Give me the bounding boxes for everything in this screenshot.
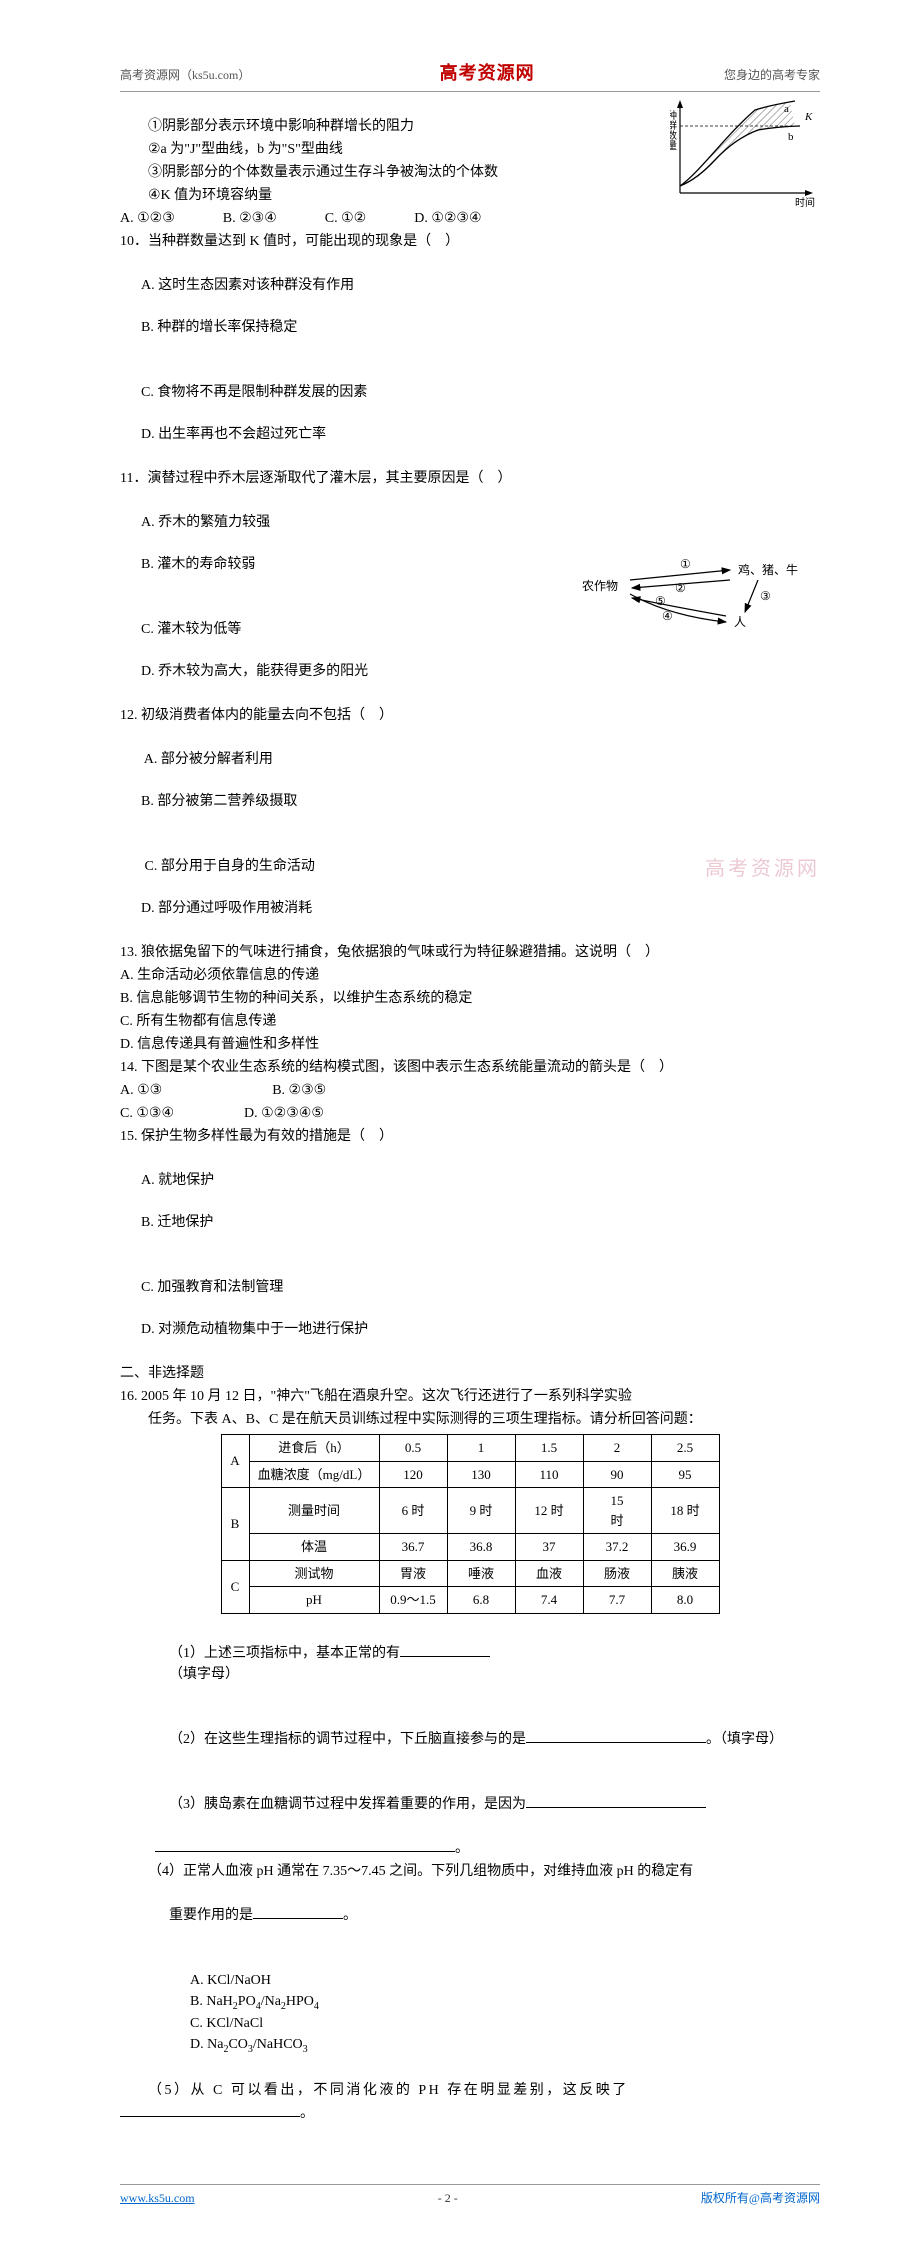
label-A: A bbox=[221, 1435, 249, 1488]
q15-C: C. 加强教育和法制管理 bbox=[141, 1280, 283, 1295]
q15-row2: C. 加强教育和法制管理 D. 对濒危动植物集中于一地进行保护 bbox=[120, 1256, 820, 1361]
q9-options: A. ①②③ B. ②③④ C. ①② D. ①②③④ bbox=[120, 208, 820, 229]
footer-right: 版权所有@高考资源网 bbox=[701, 2189, 820, 2207]
header-title: 高考资源网 bbox=[440, 60, 535, 87]
label-a: a bbox=[784, 103, 789, 115]
table-row: pH 0.9～1.5 6.8 7.4 7.7 8.0 bbox=[221, 1587, 719, 1614]
q10-A: A. 这时生态因素对该种群没有作用 bbox=[141, 278, 354, 293]
q14-C: C. ①③④ bbox=[120, 1103, 174, 1124]
header-right: 您身边的高考专家 bbox=[724, 66, 820, 84]
q14-A: A. ①③ bbox=[120, 1080, 162, 1101]
q10-stem: 10．当种群数量达到 K 值时，可能出现的现象是（ ） bbox=[120, 231, 820, 252]
q12-row2: C. 部分用于自身的生命活动 D. 部分通过呼吸作用被消耗 bbox=[120, 835, 820, 940]
q15-D: D. 对濒危动植物集中于一地进行保护 bbox=[141, 1322, 368, 1337]
q10-D: D. 出生率再也不会超过死亡率 bbox=[141, 427, 326, 442]
q16-p1: （1）上述三项指标中，基本正常的有 （填字母） bbox=[120, 1622, 820, 1706]
section-2: 二、非选择题 bbox=[120, 1363, 820, 1384]
q14-D: D. ①②③④⑤ bbox=[244, 1103, 324, 1124]
q15-row1: A. 就地保护 B. 迁地保护 bbox=[120, 1149, 820, 1254]
q13-B: B. 信息能够调节生物的种间关系，以维护生态系统的稳定 bbox=[120, 988, 820, 1009]
q13-stem: 13. 狼依据兔留下的气味进行捕食，兔依据狼的气味或行为特征躲避猎捕。这说明（ … bbox=[120, 942, 820, 963]
node-human: 人 bbox=[734, 615, 746, 629]
axis-y-label: 种群数量 bbox=[670, 109, 677, 150]
q12-C: C. 部分用于自身的生命活动 bbox=[141, 859, 315, 874]
q16-p4-opts: A. KCl/NaOH B. NaH2PO4/Na2HPO4 C. KCl/Na… bbox=[120, 1949, 820, 2079]
label-K: K bbox=[804, 111, 813, 123]
q11-A: A. 乔木的繁殖力较强 bbox=[141, 515, 270, 530]
content: 种群数量 时间 K a b ①阴影部分表示环境中影响 bbox=[120, 116, 820, 2124]
label-b: b bbox=[788, 131, 794, 143]
q12-A: A. 部分被分解者利用 bbox=[141, 752, 273, 767]
q9-C: C. ①② bbox=[325, 208, 366, 229]
edge-3: ③ bbox=[760, 589, 771, 603]
q16-stem: 16. 2005 年 10 月 12 日，"神六"飞船在酒泉升空。这次飞行还进行… bbox=[120, 1386, 820, 1407]
q14-B: B. ②③⑤ bbox=[272, 1080, 326, 1101]
q15-B: B. 迁地保护 bbox=[141, 1215, 213, 1230]
q13-A: A. 生命活动必须依靠信息的传递 bbox=[120, 965, 820, 986]
edge-4: ④ bbox=[662, 609, 673, 623]
q16-p5: （5）从 C 可以看出，不同消化液的 PH 存在明显差别，这反映了 bbox=[120, 2080, 820, 2101]
q11-D: D. 乔木较为高大，能获得更多的阳光 bbox=[141, 664, 368, 679]
q16-p2: （2）在这些生理指标的调节过程中，下丘脑直接参与的是。（填字母） bbox=[120, 1708, 820, 1771]
edge-1: ① bbox=[680, 558, 691, 571]
footer-page: - 2 - bbox=[438, 2189, 458, 2207]
q10-B: B. 种群的增长率保持稳定 bbox=[141, 320, 297, 335]
q16-stem2: 任务。下表 A、B、C 是在航天员训练过程中实际测得的三项生理指标。请分析回答问… bbox=[120, 1409, 820, 1430]
node-crop: 农作物 bbox=[582, 579, 618, 593]
ecosystem-diagram: 农作物 鸡、猪、牛 人 ① ② ④ ⑤ ③ bbox=[580, 558, 810, 638]
header-left: 高考资源网（ks5u.com） bbox=[120, 66, 250, 84]
q12-stem: 12. 初级消费者体内的能量去向不包括（ ） bbox=[120, 705, 820, 726]
q10-C: C. 食物将不再是限制种群发展的因素 bbox=[141, 385, 367, 400]
q13-D: D. 信息传递具有普遍性和多样性 bbox=[120, 1034, 820, 1055]
q9-B: B. ②③④ bbox=[223, 208, 277, 229]
table-row: 血糖浓度（mg/dL） 120 130 110 90 95 bbox=[221, 1461, 719, 1488]
q14-stem: 14. 下图是某个农业生态系统的结构模式图，该图中表示生态系统能量流动的箭头是（… bbox=[120, 1057, 820, 1078]
q15-A: A. 就地保护 bbox=[141, 1173, 214, 1188]
label-C: C bbox=[221, 1560, 249, 1613]
axis-x-label: 时间 bbox=[795, 196, 815, 208]
q9-A: A. ①②③ bbox=[120, 208, 175, 229]
population-chart: 种群数量 时间 K a b bbox=[670, 98, 820, 208]
q9-D: D. ①②③④ bbox=[414, 208, 481, 229]
label-B: B bbox=[221, 1488, 249, 1561]
table-row: 体温 36.7 36.8 37 37.2 36.9 bbox=[221, 1534, 719, 1561]
table-row: B 测量时间 6 时 9 时 12 时 15 时 18 时 bbox=[221, 1488, 719, 1534]
table-row: C 测试物 胃液 唾液 血液 肠液 胰液 bbox=[221, 1560, 719, 1587]
q11-B: B. 灌木的寿命较弱 bbox=[141, 557, 255, 572]
physiology-table: A 进食后（h） 0.5 1 1.5 2 2.5 血糖浓度（mg/dL） 120… bbox=[221, 1434, 720, 1614]
node-animals: 鸡、猪、牛 bbox=[738, 562, 798, 577]
q15-stem: 15. 保护生物多样性最为有效的措施是（ ） bbox=[120, 1126, 820, 1147]
edge-5: ⑤ bbox=[655, 594, 666, 608]
page-footer: www.ks5u.com - 2 - 版权所有@高考资源网 bbox=[120, 2184, 820, 2207]
footer-url[interactable]: www.ks5u.com bbox=[120, 2189, 195, 2207]
edge-2: ② bbox=[675, 581, 686, 595]
q11-stem: 11．演替过程中乔木层逐渐取代了灌木层，其主要原因是（ ） bbox=[120, 468, 820, 489]
q12-row1: A. 部分被分解者利用 B. 部分被第二营养级摄取 bbox=[120, 728, 820, 833]
q12-D: D. 部分通过呼吸作用被消耗 bbox=[141, 901, 312, 916]
q14-row1: A. ①③ B. ②③⑤ bbox=[120, 1080, 820, 1101]
q10-row1: A. 这时生态因素对该种群没有作用 B. 种群的增长率保持稳定 bbox=[120, 254, 820, 359]
q16-p3: （3）胰岛素在血糖调节过程中发挥着重要的作用，是因为 bbox=[120, 1773, 820, 1836]
q12-B: B. 部分被第二营养级摄取 bbox=[141, 794, 297, 809]
q16-p4b: 重要作用的是。 bbox=[120, 1884, 820, 1947]
q14-row2: C. ①③④ D. ①②③④⑤ bbox=[120, 1103, 820, 1124]
q13-C: C. 所有生物都有信息传递 bbox=[120, 1011, 820, 1032]
q16-p4a: （4）正常人血液 pH 通常在 7.35～7.45 之间。下列几组物质中，对维持… bbox=[120, 1861, 820, 1882]
table-row: A 进食后（h） 0.5 1 1.5 2 2.5 bbox=[221, 1435, 719, 1462]
page-header: 高考资源网（ks5u.com） 高考资源网 您身边的高考专家 bbox=[120, 60, 820, 92]
q10-row2: C. 食物将不再是限制种群发展的因素 D. 出生率再也不会超过死亡率 bbox=[120, 361, 820, 466]
q11-C: C. 灌木较为低等 bbox=[141, 622, 241, 637]
